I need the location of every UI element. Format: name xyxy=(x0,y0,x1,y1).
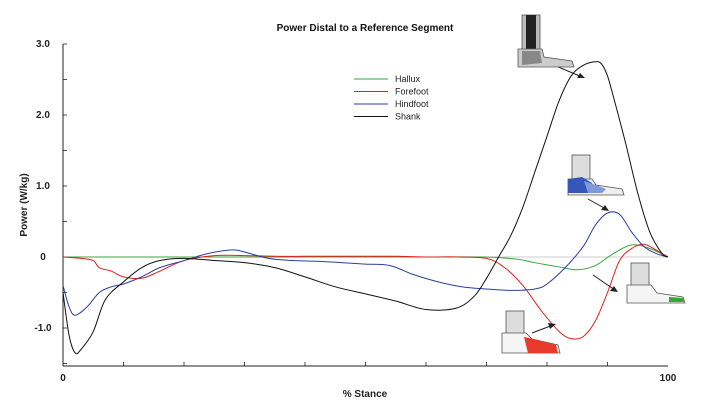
arrow-shank xyxy=(555,65,583,78)
arrowhead-shank xyxy=(577,73,585,78)
annotation-arrows xyxy=(531,65,618,334)
y-tick-label: 2.0 xyxy=(36,110,50,121)
y-tick-label: -1.0 xyxy=(34,323,52,334)
arrowhead-hindfoot xyxy=(601,205,609,211)
legend-label-forefoot: Forefoot xyxy=(395,87,429,97)
chart-title: Power Distal to a Reference Segment xyxy=(277,23,454,34)
minor-ticks xyxy=(63,43,608,366)
x-tick-labels: 0 100 xyxy=(60,373,677,384)
arrowhead-hallux xyxy=(610,286,618,292)
series-line-hindfoot xyxy=(62,211,669,316)
series-line-hallux xyxy=(62,244,669,271)
arrow-hindfoot xyxy=(587,198,607,210)
legend-label-hindfoot: Hindfoot xyxy=(395,99,429,109)
x-tick-label: 0 xyxy=(60,373,66,384)
arrowhead-forefoot xyxy=(548,323,556,329)
arrow-hallux xyxy=(592,274,616,291)
series-line-forefoot xyxy=(62,243,669,340)
x-axis-label: % Stance xyxy=(343,389,388,400)
forefoot-foot-icon xyxy=(501,310,561,354)
series-lines xyxy=(62,61,669,355)
y-tick-label: 0 xyxy=(40,252,46,263)
axes xyxy=(62,44,668,367)
x-tick-label: 100 xyxy=(660,373,677,384)
legend-label-shank: Shank xyxy=(395,112,421,122)
hindfoot-foot-icon xyxy=(567,154,625,196)
y-axis-label: Power (W/kg) xyxy=(19,173,30,236)
y-tick-label: 3.0 xyxy=(36,39,50,50)
shank-foot-icon xyxy=(517,14,575,68)
y-tick-labels: 3.0 2.0 1.0 0 -1.0 xyxy=(34,39,52,334)
series-line-shank xyxy=(62,61,669,355)
legend-label-hallux: Hallux xyxy=(395,74,421,84)
legend: Hallux Forefoot Hindfoot Shank xyxy=(354,74,429,122)
hallux-foot-icon xyxy=(626,262,686,304)
y-tick-label: 1.0 xyxy=(36,181,50,192)
